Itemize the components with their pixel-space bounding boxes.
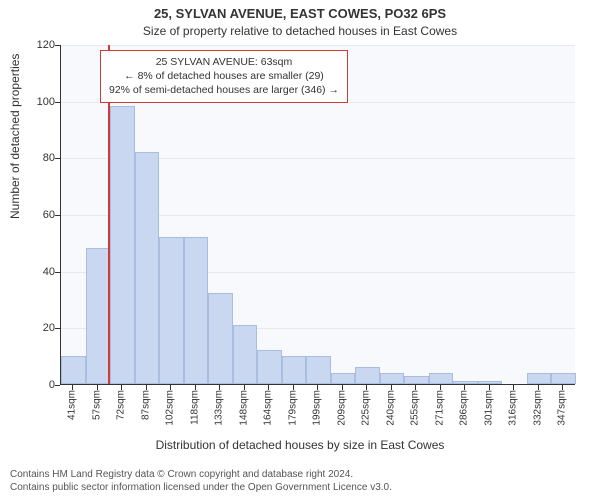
x-tick-label: 255sqm	[410, 390, 421, 426]
x-tick-mark	[268, 385, 269, 390]
x-tick-mark	[366, 385, 367, 390]
histogram-bar	[159, 237, 184, 384]
histogram-bar	[233, 325, 258, 385]
x-tick-mark	[464, 385, 465, 390]
histogram-bar	[184, 237, 209, 384]
x-tick-mark	[195, 385, 196, 390]
y-tick-label: 40	[25, 266, 55, 278]
y-tick-label: 60	[25, 209, 55, 221]
histogram-bar	[86, 248, 111, 384]
x-tick-label: 164sqm	[263, 390, 274, 426]
x-tick-label: 57sqm	[91, 390, 102, 420]
x-tick-mark	[538, 385, 539, 390]
x-tick-mark	[72, 385, 73, 390]
x-tick-label: 209sqm	[336, 390, 347, 426]
x-tick-mark	[342, 385, 343, 390]
x-tick-label: 316sqm	[508, 390, 519, 426]
x-tick-mark	[121, 385, 122, 390]
histogram-bar	[478, 381, 503, 384]
y-tick-mark	[55, 102, 60, 103]
x-tick-label: 332sqm	[532, 390, 543, 426]
histogram-bar	[135, 152, 160, 384]
histogram-bar	[110, 106, 135, 384]
annotation-line-3: 92% of semi-detached houses are larger (…	[109, 83, 339, 97]
x-axis-label: Distribution of detached houses by size …	[0, 438, 600, 452]
y-tick-mark	[55, 272, 60, 273]
histogram-bar	[257, 350, 282, 384]
x-tick-label: 118sqm	[189, 390, 200, 425]
x-tick-mark	[391, 385, 392, 390]
y-tick-label: 80	[25, 152, 55, 164]
y-axis-label: Number of detached properties	[8, 54, 22, 219]
x-tick-label: 87sqm	[140, 390, 151, 420]
x-tick-mark	[97, 385, 98, 390]
y-tick-label: 120	[25, 39, 55, 51]
x-tick-mark	[513, 385, 514, 390]
x-tick-label: 133sqm	[214, 390, 225, 426]
y-tick-mark	[55, 215, 60, 216]
footer-line-1: Contains HM Land Registry data © Crown c…	[10, 469, 590, 482]
histogram-bar	[208, 293, 233, 384]
histogram-bar	[429, 373, 454, 384]
annotation-line-1: 25 SYLVAN AVENUE: 63sqm	[109, 55, 339, 69]
histogram-bar	[453, 381, 478, 384]
y-tick-label: 0	[25, 379, 55, 391]
chart-container: 25, SYLVAN AVENUE, EAST COWES, PO32 6PS …	[0, 0, 600, 500]
x-tick-mark	[489, 385, 490, 390]
annotation-box: 25 SYLVAN AVENUE: 63sqm ← 8% of detached…	[100, 50, 348, 103]
histogram-bar	[331, 373, 356, 384]
y-tick-mark	[55, 158, 60, 159]
chart-title: 25, SYLVAN AVENUE, EAST COWES, PO32 6PS	[0, 6, 600, 21]
chart-subtitle: Size of property relative to detached ho…	[0, 24, 600, 38]
x-tick-mark	[293, 385, 294, 390]
histogram-bar	[61, 356, 86, 384]
y-tick-label: 20	[25, 322, 55, 334]
histogram-bar	[380, 373, 405, 384]
x-tick-label: 347sqm	[557, 390, 568, 426]
x-tick-label: 225sqm	[361, 390, 372, 426]
x-tick-label: 102sqm	[165, 390, 176, 426]
histogram-bar	[355, 367, 380, 384]
x-tick-mark	[146, 385, 147, 390]
x-tick-label: 179sqm	[287, 390, 298, 426]
footer-attribution: Contains HM Land Registry data © Crown c…	[10, 469, 590, 494]
x-tick-label: 271sqm	[434, 390, 445, 426]
x-tick-mark	[317, 385, 318, 390]
x-tick-label: 148sqm	[238, 390, 249, 426]
gridline	[61, 45, 575, 46]
histogram-bar	[306, 356, 331, 384]
histogram-bar	[527, 373, 552, 384]
histogram-bar	[404, 376, 429, 385]
x-tick-label: 286sqm	[459, 390, 470, 426]
y-tick-mark	[55, 45, 60, 46]
histogram-bar	[551, 373, 576, 384]
x-tick-label: 301sqm	[483, 390, 494, 426]
x-tick-mark	[219, 385, 220, 390]
x-tick-mark	[244, 385, 245, 390]
y-tick-mark	[55, 385, 60, 386]
x-tick-mark	[440, 385, 441, 390]
x-tick-mark	[562, 385, 563, 390]
x-tick-label: 41sqm	[67, 390, 78, 420]
histogram-bar	[282, 356, 307, 384]
x-tick-label: 72sqm	[116, 390, 127, 420]
footer-line-2: Contains public sector information licen…	[10, 482, 590, 495]
x-tick-label: 240sqm	[385, 390, 396, 426]
y-tick-mark	[55, 328, 60, 329]
x-tick-label: 199sqm	[312, 390, 323, 426]
x-tick-mark	[170, 385, 171, 390]
y-tick-label: 100	[25, 96, 55, 108]
annotation-line-2: ← 8% of detached houses are smaller (29)	[109, 69, 339, 83]
x-tick-mark	[415, 385, 416, 390]
